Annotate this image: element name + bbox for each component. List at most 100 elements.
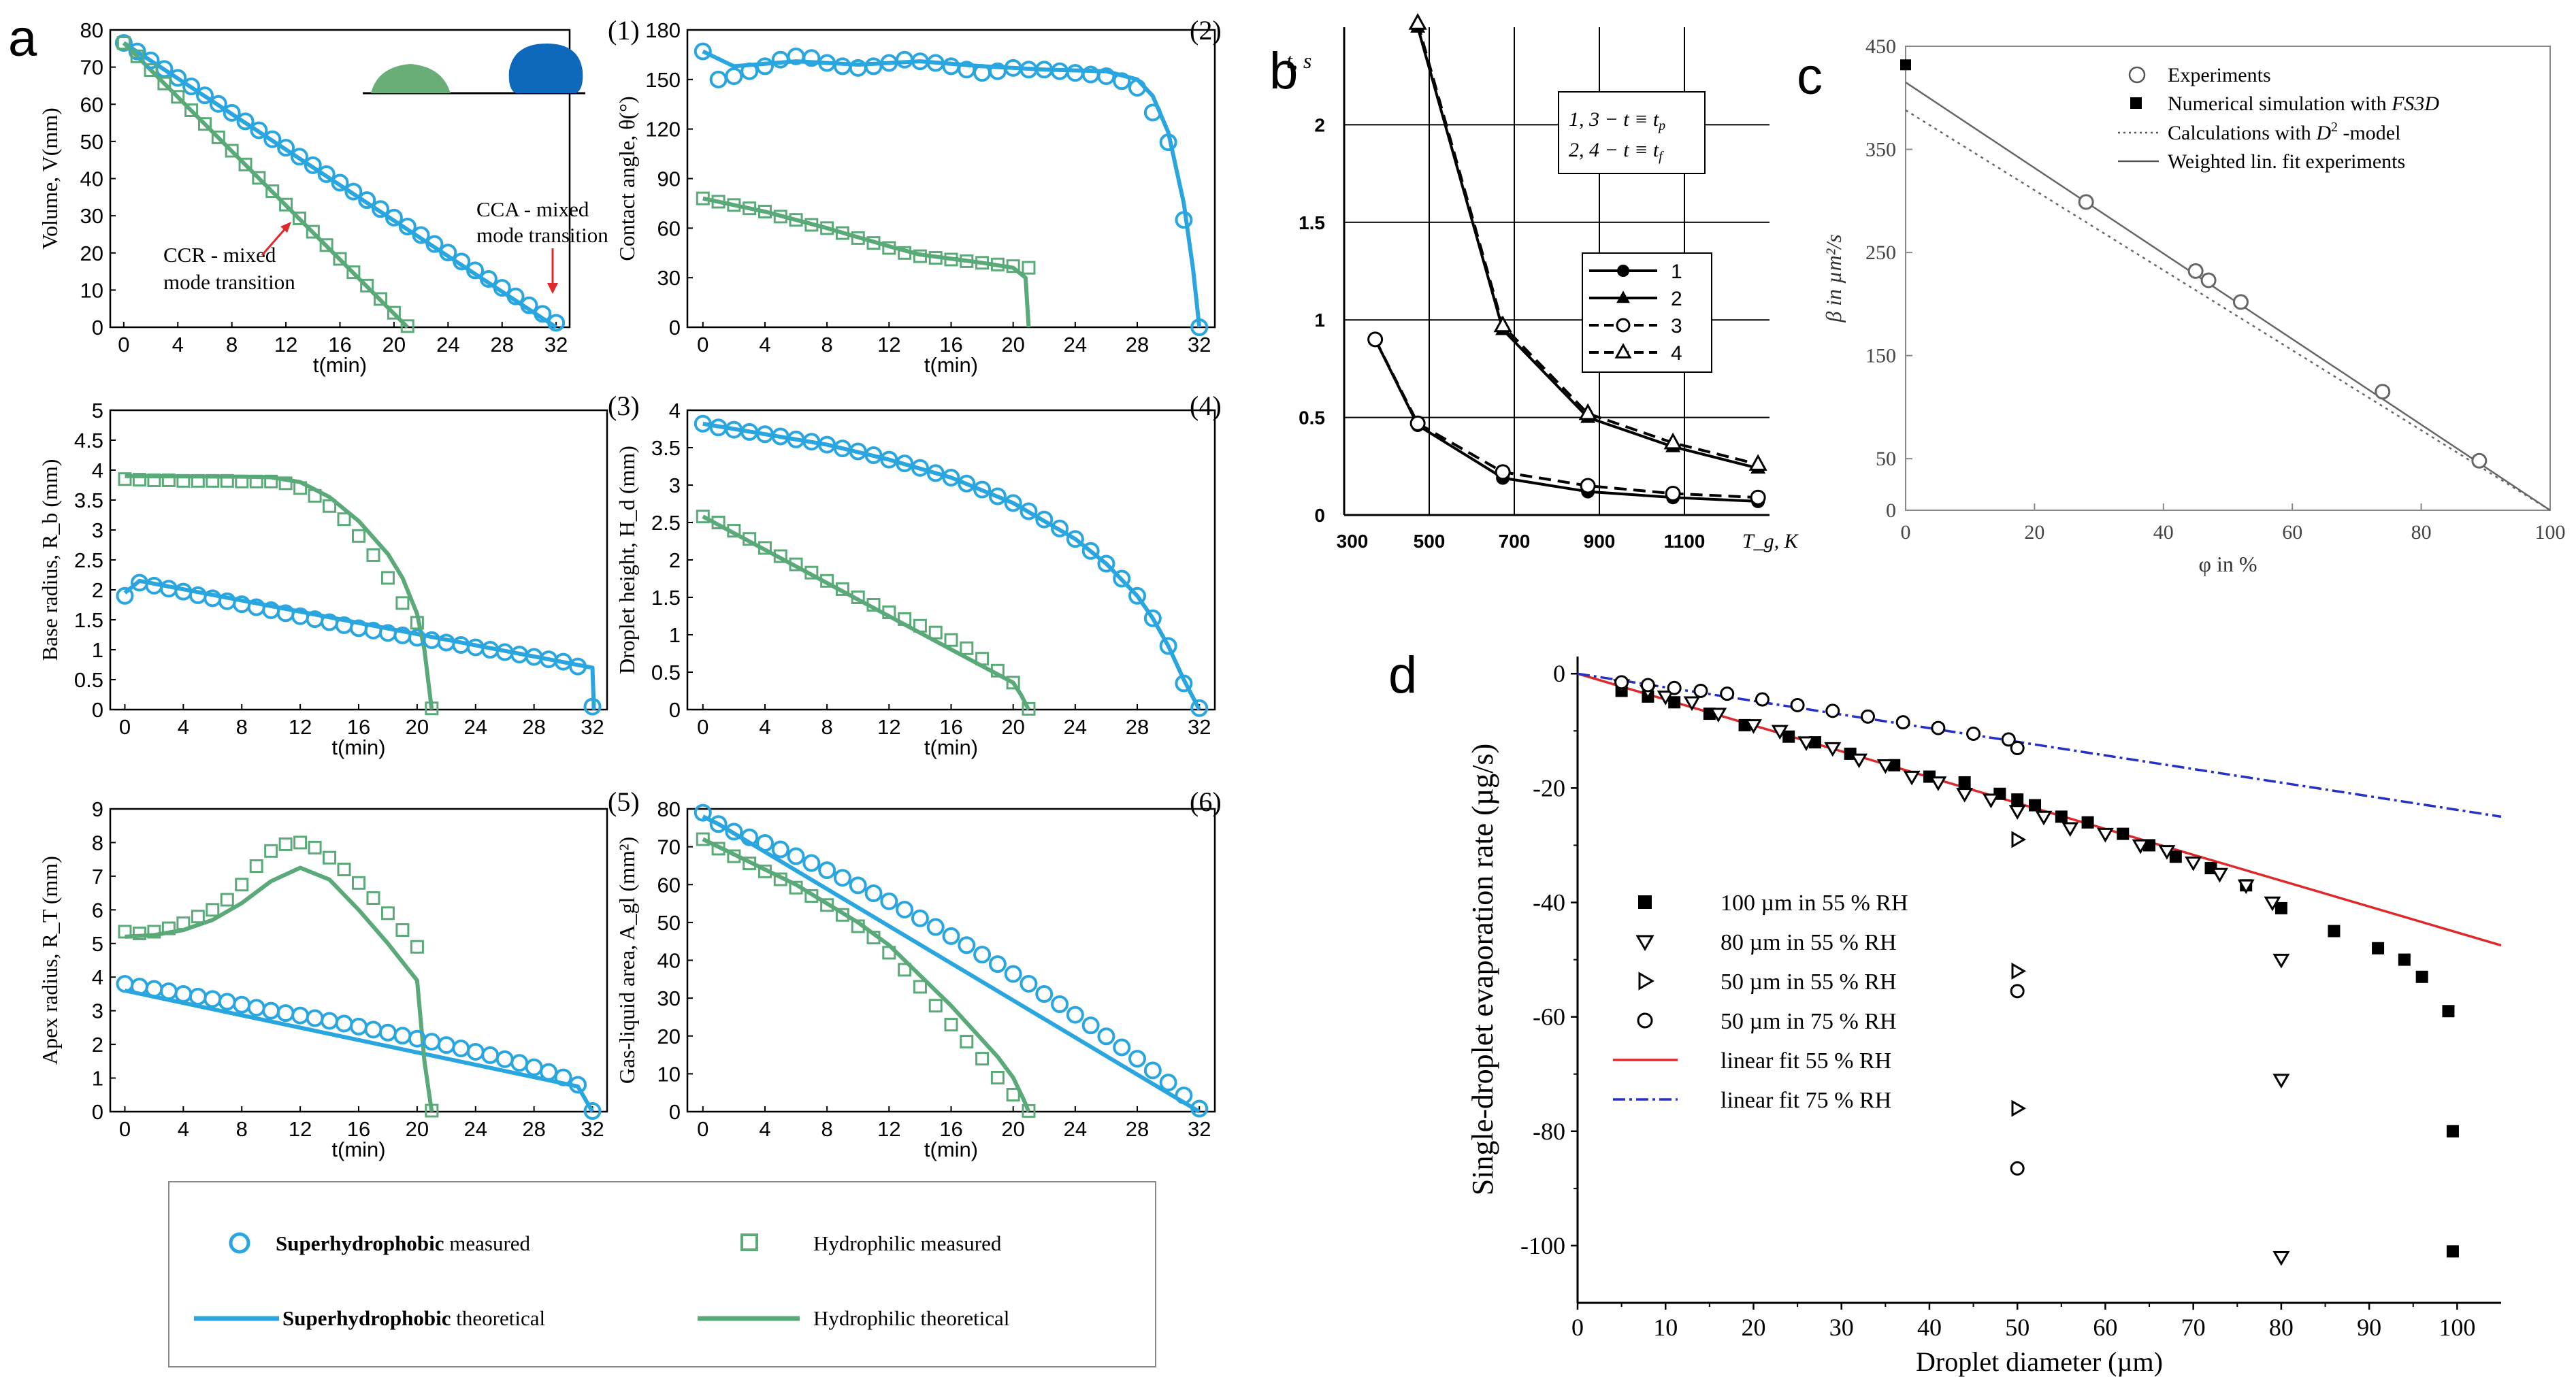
x-tick-label: 0 xyxy=(1571,1314,1584,1341)
superhydrophobic-point xyxy=(479,269,498,288)
y-tick-label: 60 xyxy=(80,93,103,116)
plot-frame xyxy=(109,808,608,1113)
hydrophilic-point xyxy=(757,205,772,219)
hydrophilic-point xyxy=(144,63,158,77)
hydrophilic-point xyxy=(206,474,220,488)
x-tick-label: 50 xyxy=(2005,1314,2029,1341)
superhydrophobic-point xyxy=(493,279,511,297)
hydrophilic-theory-line xyxy=(125,474,434,710)
hydrophilic-point xyxy=(410,616,424,630)
y-axis-label: Apex radius, R_T (mm) xyxy=(37,856,62,1065)
superhydrophobic-point xyxy=(520,296,538,314)
x-tick-label: 4 xyxy=(759,715,770,739)
superhydrophobic-point xyxy=(1143,609,1162,627)
subplot-number-1: (1) xyxy=(608,15,640,46)
superhydrophobic-point xyxy=(412,226,430,244)
superhydrophobic-point xyxy=(569,657,587,676)
superhydrophobic-point xyxy=(911,909,929,927)
hydrophilic-point xyxy=(265,184,280,199)
superhydrophobic-point xyxy=(1190,318,1209,336)
y-tick-label: 70 xyxy=(657,835,681,859)
x-tick-label: 30 xyxy=(1829,1314,1854,1341)
hydrophilic-point xyxy=(323,850,337,865)
legend-b-label-4: 4 xyxy=(1671,342,1682,365)
hydrophilic-point xyxy=(249,859,263,874)
superhydrophobic-point xyxy=(1190,1099,1209,1118)
y-tick-label: -40 xyxy=(1533,889,1565,916)
series-line-3 xyxy=(1373,338,1759,499)
y-tick-label: 150 xyxy=(645,68,681,92)
data-point xyxy=(1903,770,1921,786)
hydrophilic-point xyxy=(278,837,293,851)
x-tick-label: 0 xyxy=(697,1117,708,1141)
hydrophilic-point xyxy=(757,864,772,878)
superhydrophobic-point xyxy=(233,995,251,1014)
superhydrophobic-point xyxy=(495,1050,514,1068)
superhydrophobic-point xyxy=(189,987,207,1006)
legend-a-circle-marker xyxy=(229,1232,250,1254)
legend-c-simulation-marker xyxy=(2130,97,2142,109)
hydrophilic-point xyxy=(352,529,365,543)
annotation-ccr-arrow xyxy=(261,227,287,256)
y-tick-label: 450 xyxy=(1865,35,1896,58)
chart-gas-liquid-area: 0 4 8 12 16 20 24 28 32 0 10 20 30 40 50 60 70 80 t(min) Ga… xyxy=(615,797,1216,1161)
hydrophilic-point xyxy=(220,893,234,907)
data-point xyxy=(1790,697,1805,712)
data-point xyxy=(2117,827,2130,840)
annotation-ccr-line2: mode transition xyxy=(163,270,295,294)
hydrophilic-point xyxy=(235,474,249,488)
y-tick-label: 6 xyxy=(92,898,103,922)
data-point xyxy=(2011,793,2024,806)
superhydrophobic-point xyxy=(304,156,322,174)
x-tick-label: 24 xyxy=(464,715,487,739)
data-point xyxy=(2081,816,2094,829)
y-tick-label: 10 xyxy=(657,1062,681,1086)
x-axis-label: t(min) xyxy=(313,353,367,377)
y-tick-label: 1.5 xyxy=(651,586,681,610)
hydrophilic-point xyxy=(235,878,249,892)
hydrophilic-point xyxy=(395,923,410,937)
droplet-illustration xyxy=(363,44,585,95)
y-tick-label: 3 xyxy=(669,474,681,497)
legend-panel-b-info: 1, 3 − t ≡ tp 2, 4 − t ≡ tf xyxy=(1558,91,1706,174)
x-tick-label: 100 xyxy=(2535,521,2566,544)
superhydrophobic-point xyxy=(452,1040,470,1058)
y-tick-label: 40 xyxy=(80,167,103,191)
hydrophilic-point xyxy=(1022,701,1036,716)
data-point xyxy=(1657,691,1674,706)
superhydrophobic-point xyxy=(1159,1074,1177,1092)
hydrophilic-point xyxy=(711,516,725,529)
x-tick-label: 12 xyxy=(877,715,900,739)
superhydrophobic-theory-line xyxy=(702,49,1202,328)
legend-b-marker-1 xyxy=(1617,265,1629,277)
superhydrophobic-point xyxy=(223,103,241,122)
superhydrophobic-theory-line xyxy=(702,814,1201,1114)
superhydrophobic-point xyxy=(540,1063,558,1081)
superhydrophobic-point xyxy=(880,892,898,910)
annotation-cca-line1: CCA - mixed xyxy=(476,197,589,221)
superhydrophobic-point xyxy=(1097,554,1115,573)
hydrophilic-point xyxy=(157,76,172,90)
legend-a-super-theoretical: Superhydrophobic theoretical xyxy=(282,1306,545,1330)
y-axis-label: Volume, V(mm) xyxy=(37,107,62,250)
hydrophilic-point xyxy=(773,872,787,886)
experiment-point xyxy=(2232,294,2249,310)
superhydrophobic-point xyxy=(398,217,417,235)
superhydrophobic-point xyxy=(818,435,836,454)
superhydrophobic-point xyxy=(276,1004,295,1023)
y-tick-label: 30 xyxy=(80,204,103,228)
hydrophilic-point xyxy=(835,226,849,240)
series-point-3 xyxy=(1495,464,1511,480)
hydrophilic-point xyxy=(727,198,741,212)
hydrophilic-point xyxy=(191,474,205,488)
y-tick-label: 2 xyxy=(1314,114,1325,135)
superhydrophobic-point xyxy=(958,474,976,493)
hydrophilic-point xyxy=(118,925,132,939)
y-tick-label: 1.5 xyxy=(74,608,103,632)
superhydrophobic-point xyxy=(1066,530,1084,548)
subplot-number-4: (4) xyxy=(1190,391,1222,421)
annotation-ccr: CCR - mixed mode transition xyxy=(163,222,295,294)
hydrophilic-point xyxy=(820,221,834,235)
hydrophilic-point xyxy=(882,946,896,960)
superhydrophobic-point xyxy=(350,1017,368,1035)
